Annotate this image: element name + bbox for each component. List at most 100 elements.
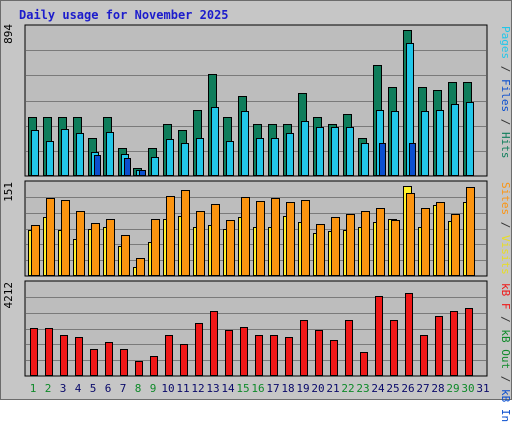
panel-visits-ymax-label: 151 (2, 182, 15, 202)
legend-entry: Hits (499, 132, 512, 159)
legend-entry: Pages (499, 26, 512, 60)
panel-kb-ymax-label: 4212 (2, 282, 15, 309)
bar-kbf-day-21 (330, 340, 338, 376)
legend-entry: kB F (499, 283, 512, 310)
bar-files-day-10 (166, 139, 174, 176)
bar-kbf-day-16 (255, 335, 263, 376)
legend-entry: kB In (499, 389, 512, 422)
x-tick-label-day-20: 20 (311, 382, 325, 395)
bar-files-day-18 (286, 133, 294, 176)
bar-files-day-11 (181, 143, 189, 176)
bar-sites-day-30 (466, 187, 475, 276)
bar-kbf-day-6 (105, 342, 113, 376)
bar-files-day-30 (466, 102, 474, 176)
panel-hits-ymax-label: 894 (2, 24, 15, 44)
legend-kb: kB F / kB Out / kB In (488, 283, 512, 422)
bar-files-day-13 (211, 107, 219, 176)
legend-entry: / (499, 112, 512, 132)
bar-pages-day-7 (124, 158, 131, 176)
x-tick-label-day-4: 4 (74, 382, 82, 395)
bar-sites-day-3 (61, 200, 70, 276)
bar-files-day-4 (76, 133, 84, 176)
x-tick-label-day-22: 22 (341, 382, 355, 395)
bar-sites-day-24 (376, 208, 385, 276)
bar-files-day-15 (241, 111, 249, 176)
x-tick-label-day-30: 30 (461, 382, 475, 395)
legend-entry: / (499, 309, 512, 330)
bar-kbf-day-28 (435, 316, 443, 376)
bar-sites-day-26 (406, 193, 415, 276)
x-tick-label-day-18: 18 (281, 382, 295, 395)
bar-pages-day-24 (379, 143, 386, 176)
x-tick-label-day-2: 2 (44, 382, 52, 395)
bar-pages-day-26 (409, 143, 416, 176)
bar-sites-day-23 (361, 211, 370, 276)
legend-entry: / (499, 59, 512, 79)
bar-sites-day-5 (91, 223, 100, 276)
bar-files-day-22 (346, 127, 354, 176)
bar-files-day-2 (46, 141, 54, 176)
bar-kbf-day-20 (315, 330, 323, 376)
bar-sites-day-25 (391, 220, 400, 276)
bar-kbf-day-29 (450, 311, 458, 376)
bar-kbf-day-2 (45, 328, 53, 376)
x-tick-label-day-12: 12 (191, 382, 205, 395)
bar-sites-day-1 (31, 225, 40, 276)
bar-sites-day-15 (241, 197, 250, 276)
bar-sites-day-9 (151, 219, 160, 276)
bar-kbf-day-23 (360, 352, 368, 376)
bar-sites-day-21 (331, 217, 340, 276)
bar-kbf-day-30 (465, 308, 473, 376)
bar-files-day-17 (271, 138, 279, 176)
legend-entry: / (499, 215, 512, 235)
bar-files-day-23 (361, 143, 369, 176)
x-tick-label-day-27: 27 (416, 382, 430, 395)
x-tick-label-day-26: 26 (401, 382, 415, 395)
bar-sites-day-2 (46, 198, 55, 276)
bar-files-day-21 (331, 127, 339, 176)
bar-pages-day-5 (94, 155, 101, 176)
bar-kbf-day-18 (285, 337, 293, 376)
x-tick-label-day-29: 29 (446, 382, 460, 395)
bar-files-day-6 (106, 132, 114, 176)
bar-sites-day-16 (256, 201, 265, 276)
x-tick-label-day-9: 9 (149, 382, 157, 395)
bar-sites-day-11 (181, 190, 190, 276)
chart-title: Daily usage for November 2025 (19, 8, 229, 22)
bar-kbf-day-8 (135, 361, 143, 376)
legend-entry: / (499, 369, 512, 389)
bar-kbf-day-24 (375, 296, 383, 376)
x-tick-label-day-13: 13 (206, 382, 220, 395)
bar-files-day-19 (301, 121, 309, 176)
bar-kbf-day-10 (165, 335, 173, 376)
legend-entry: Files (499, 79, 512, 113)
legend-sites-visits: Sites / Visits (488, 182, 512, 275)
bar-sites-day-27 (421, 208, 430, 276)
bar-files-day-9 (151, 157, 159, 176)
x-tick-label-day-21: 21 (326, 382, 340, 395)
legend-entry: Sites (499, 182, 512, 216)
bar-sites-day-13 (211, 204, 220, 276)
x-tick-label-day-19: 19 (296, 382, 310, 395)
bar-files-day-28 (436, 110, 444, 176)
bar-kbf-day-15 (240, 327, 248, 376)
bar-files-day-12 (196, 138, 204, 176)
bar-kbf-day-26 (405, 293, 413, 376)
bar-kbf-day-3 (60, 335, 68, 376)
bar-kbf-day-13 (210, 311, 218, 376)
x-tick-label-day-1: 1 (29, 382, 37, 395)
bar-sites-day-14 (226, 220, 235, 276)
bar-sites-day-4 (76, 211, 85, 276)
bar-sites-day-29 (451, 214, 460, 276)
bar-kbf-day-27 (420, 335, 428, 376)
x-tick-label-day-14: 14 (221, 382, 235, 395)
bar-sites-day-22 (346, 214, 355, 276)
x-tick-label-day-15: 15 (236, 382, 250, 395)
x-tick-label-day-8: 8 (134, 382, 142, 395)
x-tick-label-day-25: 25 (386, 382, 400, 395)
x-tick-label-day-6: 6 (104, 382, 112, 395)
legend-hits-files-pages: Pages / Files / Hits (488, 26, 512, 159)
bar-sites-day-28 (436, 202, 445, 276)
bar-sites-day-10 (166, 196, 175, 276)
bar-files-day-20 (316, 127, 324, 176)
